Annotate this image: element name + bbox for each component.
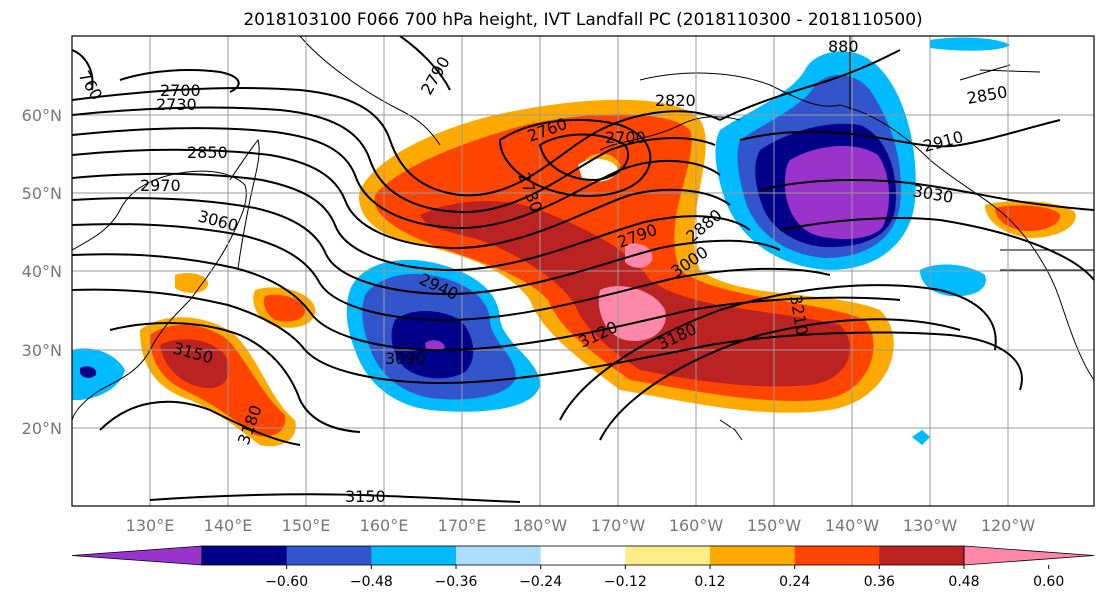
map-panel: 760 2700 2730 2790 880 2820 2850 2760 27…	[71, 35, 1095, 507]
lon-tick-label: 140°E	[204, 516, 253, 535]
ivt-negative-region	[425, 340, 445, 352]
contour-label: 2730	[156, 95, 197, 114]
height-contour	[72, 288, 1023, 391]
lon-tick-label: 150°W	[747, 516, 802, 535]
lon-tick-label: 130°E	[126, 516, 175, 535]
lon-tick-label: 170°E	[438, 516, 487, 535]
colorbar-segment	[202, 546, 288, 565]
lon-tick-label: 160°W	[669, 516, 724, 535]
colorbar-segment	[710, 546, 796, 565]
colorbar-segment	[879, 546, 965, 565]
colorbar-segment	[371, 546, 457, 565]
height-contour	[119, 69, 240, 93]
colorbar-segment	[625, 546, 711, 565]
height-contour	[719, 49, 901, 121]
coastline	[72, 170, 247, 421]
lon-tick-label: 180°W	[513, 516, 568, 535]
colorbar-tick-label: −0.36	[435, 574, 478, 590]
contour-label: 2850	[187, 143, 228, 162]
lon-tick-label: 170°W	[591, 516, 646, 535]
colorbar-outline	[201, 545, 965, 566]
ivt-positive-region	[175, 273, 209, 293]
contour-label: 2700	[160, 81, 201, 100]
ivt-positive-region	[625, 243, 653, 268]
lat-tick-label: 30°N	[22, 341, 62, 360]
lat-tick-label: 20°N	[22, 419, 62, 438]
contour-label: 3090	[385, 349, 426, 368]
contour-label: 2700	[605, 128, 646, 147]
height-contours	[72, 36, 1094, 503]
height-contour	[99, 400, 301, 446]
figure-title: 2018103100 F066 700 hPa height, IVT Land…	[243, 10, 922, 30]
colorbar-tick-label: −0.24	[519, 574, 562, 590]
height-contour	[759, 179, 1094, 211]
lat-tick-label: 60°N	[22, 106, 62, 125]
height-contour	[779, 217, 1094, 281]
ivt-negative-region	[920, 264, 986, 297]
lon-tick-label: 140°W	[825, 516, 880, 535]
height-contour	[538, 133, 630, 182]
ivt-positive-region	[995, 205, 1061, 232]
colorbar-tick-label: 0.12	[694, 574, 725, 590]
ivt-negative-region	[72, 348, 125, 400]
height-contour	[599, 318, 961, 441]
height-contour	[498, 119, 652, 197]
colorbar: −0.60 −0.48 −0.36 −0.24 −0.12 0.12 0.24 0.36 0.4…	[71, 545, 1095, 590]
ivt-negative-region	[930, 37, 1010, 51]
colorbar-segment	[540, 546, 626, 565]
ivt-shading	[72, 37, 1076, 447]
colorbar-segment	[286, 546, 372, 565]
height-contour	[559, 284, 997, 421]
height-contour	[109, 322, 361, 433]
height-contour	[72, 197, 781, 296]
colorbar-tick-label: 0.48	[948, 574, 979, 590]
height-contour	[72, 49, 94, 91]
lon-tick-label: 120°W	[981, 516, 1036, 535]
colorbar-tick-label: −0.48	[350, 574, 393, 590]
lon-tick-label: 160°E	[360, 516, 409, 535]
contour-label: 2820	[655, 91, 696, 110]
coastline	[299, 36, 441, 146]
map-frame	[71, 35, 1095, 507]
ivt-positive-region	[160, 339, 229, 389]
height-contour	[72, 87, 721, 197]
colorbar-extend-low	[71, 545, 203, 566]
coastline	[959, 64, 1094, 271]
lat-tick-labels: 20°N 30°N 40°N 50°N 60°N	[22, 106, 62, 438]
colorbar-tick-label: 0.36	[864, 574, 895, 590]
colorbar-tick-label: 0.60	[1033, 574, 1064, 590]
height-contour	[72, 172, 751, 272]
ivt-negative-region	[80, 366, 97, 378]
lon-tick-label: 150°E	[282, 516, 331, 535]
ivt-negative-region	[912, 430, 930, 445]
colorbar-segment	[794, 546, 880, 565]
colorbar-extend-high	[963, 545, 1095, 566]
height-contour	[72, 148, 731, 250]
lon-tick-label: 130°W	[903, 516, 958, 535]
colorbar-tick-label: −0.60	[265, 574, 308, 590]
lon-tick-labels: 130°E 140°E 150°E 160°E 170°E 180°W 170°…	[126, 516, 1036, 535]
height-contour	[72, 106, 716, 214]
coastline	[229, 138, 260, 271]
colorbar-tick-label: 0.24	[779, 574, 810, 590]
coastlines	[72, 36, 1094, 441]
height-contour	[399, 36, 451, 91]
contour-label: 3150	[345, 487, 386, 506]
coastline	[719, 419, 743, 441]
colorbar-tick-label: −0.12	[604, 574, 647, 590]
lat-tick-label: 50°N	[22, 184, 62, 203]
contour-label: 2970	[140, 176, 181, 195]
height-contour	[149, 493, 521, 503]
height-contour	[72, 253, 901, 352]
height-contour	[72, 223, 831, 322]
ivt-negative-region	[785, 145, 890, 240]
colorbar-segment	[456, 546, 542, 565]
ivt-positive-region	[263, 294, 306, 322]
lat-tick-label: 40°N	[22, 262, 62, 281]
contour-label: 880	[828, 37, 859, 56]
height-contour	[739, 119, 1061, 148]
